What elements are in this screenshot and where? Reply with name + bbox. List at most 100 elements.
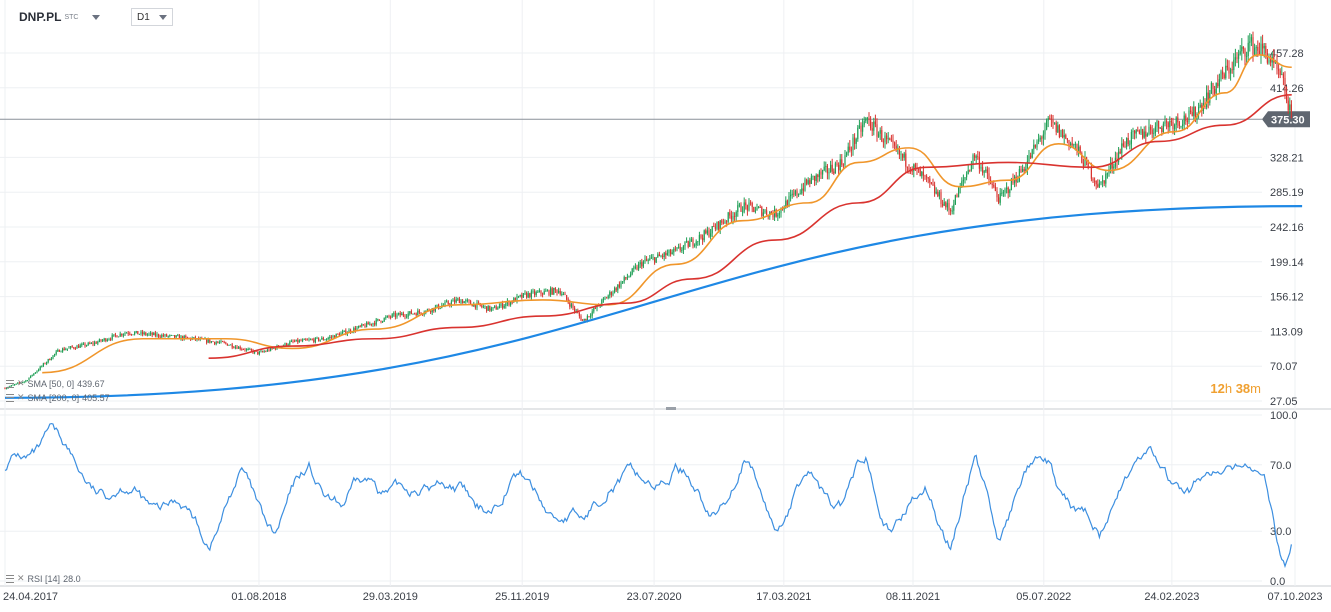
- candle-body: [430, 311, 432, 313]
- candle-countdown: 12h 38m: [1210, 381, 1261, 396]
- candle-body: [151, 332, 153, 336]
- candle-body: [116, 335, 118, 338]
- candle-body: [922, 171, 924, 176]
- candle-body: [726, 221, 728, 223]
- candle-body: [153, 332, 155, 336]
- rsi-legend: ✕ RSI [14] 28.0: [6, 573, 81, 584]
- candle-body: [924, 175, 926, 177]
- candle-body: [343, 330, 345, 332]
- candle-body: [950, 210, 952, 212]
- candle-body: [1186, 120, 1188, 122]
- candle-body: [807, 180, 809, 184]
- candle-body: [306, 339, 308, 341]
- candle-body: [89, 342, 91, 344]
- candle-body: [241, 349, 243, 350]
- settings-icon[interactable]: [6, 393, 14, 402]
- close-icon[interactable]: ✕: [17, 573, 25, 583]
- x-tick-label: 23.07.2020: [627, 591, 682, 603]
- candle-body: [233, 347, 235, 349]
- candle-body: [1073, 144, 1075, 146]
- candle-body: [930, 182, 932, 184]
- candle-body: [1276, 60, 1278, 70]
- candle-body: [274, 348, 276, 350]
- candle-body: [446, 301, 448, 303]
- close-icon[interactable]: ✕: [17, 378, 25, 388]
- candle-body: [585, 318, 587, 321]
- candle-body: [1270, 59, 1272, 63]
- candle-body: [327, 337, 329, 340]
- candle-body: [270, 347, 272, 351]
- candle-body: [297, 339, 299, 343]
- candle-body: [817, 174, 819, 178]
- candle-body: [1199, 104, 1201, 108]
- candle-body: [681, 250, 683, 251]
- candle-body: [342, 331, 344, 334]
- candle-body: [146, 334, 148, 336]
- candle-body: [372, 323, 374, 325]
- candle-body: [1020, 169, 1022, 173]
- candle-body: [1266, 53, 1268, 63]
- candle-body: [1158, 120, 1160, 129]
- candle-body: [743, 202, 745, 212]
- sma200-line: [208, 94, 1292, 359]
- candle-body: [399, 313, 401, 316]
- candle-body: [364, 325, 366, 328]
- candle-body: [689, 241, 691, 247]
- candle-body: [806, 179, 808, 184]
- candle-body: [996, 191, 998, 198]
- trend-line: [4, 205, 1303, 399]
- candle-body: [55, 351, 57, 354]
- candle-body: [588, 316, 590, 317]
- candle-body: [1113, 166, 1115, 169]
- candle-body: [142, 331, 144, 335]
- panel-resize-handle[interactable]: [666, 407, 676, 410]
- candle-body: [713, 226, 715, 227]
- candle-body: [1252, 37, 1254, 55]
- candle-body: [137, 331, 139, 335]
- candle-body: [793, 193, 795, 195]
- candle-body: [321, 337, 323, 340]
- settings-icon[interactable]: [6, 574, 14, 583]
- rsi-y-tick-label: 30.0: [1270, 526, 1291, 538]
- candle-body: [418, 310, 420, 313]
- candle-body: [638, 264, 640, 270]
- candle-body: [572, 304, 574, 308]
- candle-body: [1038, 139, 1040, 142]
- candle-body: [703, 230, 705, 241]
- candle-body: [97, 341, 99, 344]
- candle-body: [980, 166, 982, 169]
- candle-body: [926, 175, 928, 178]
- candle-body: [7, 387, 9, 389]
- settings-icon[interactable]: [6, 379, 14, 388]
- candle-body: [634, 266, 636, 268]
- candle-body: [1282, 74, 1284, 79]
- candle-body: [614, 288, 616, 293]
- candle-body: [348, 330, 350, 333]
- candle-body: [802, 188, 804, 191]
- candle-body: [644, 259, 646, 262]
- candle-body: [1223, 74, 1225, 79]
- candle-body: [562, 294, 564, 295]
- candle-body: [289, 341, 291, 345]
- candle-body: [1143, 131, 1145, 138]
- candle-body: [593, 308, 595, 312]
- candle-body: [1161, 127, 1163, 132]
- candle-body: [481, 305, 483, 307]
- candle-body: [785, 200, 787, 209]
- candle-body: [1033, 144, 1035, 150]
- candle-body: [857, 127, 859, 140]
- candle-body: [4, 388, 6, 389]
- candle-body: [786, 200, 788, 207]
- candle-body: [854, 137, 856, 144]
- candle-body: [754, 210, 756, 212]
- candle-body: [1260, 43, 1262, 56]
- candle-body: [1087, 160, 1089, 168]
- candle-body: [148, 333, 150, 335]
- symbol-selector[interactable]: DNP.PL STC: [19, 8, 101, 26]
- candle-body: [1034, 144, 1036, 148]
- candle-body: [71, 346, 73, 348]
- timeframe-selector[interactable]: D1: [131, 8, 173, 26]
- candle-body: [362, 324, 364, 326]
- close-icon[interactable]: ✕: [17, 392, 25, 402]
